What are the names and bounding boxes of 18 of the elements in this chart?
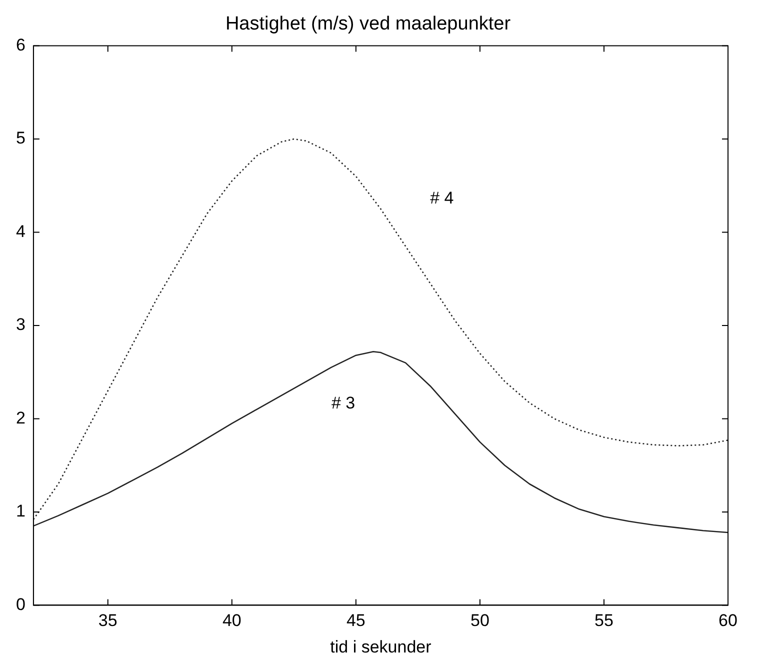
y-tick-label: 5: [16, 128, 26, 148]
y-tick-label: 0: [16, 594, 26, 614]
y-tick-label: 2: [16, 408, 26, 428]
x-tick-label: 50: [470, 611, 490, 630]
x-tick-label: 40: [222, 611, 242, 630]
chart-title: Hastighet (m/s) ved maalepunkter: [225, 14, 512, 35]
x-tick-label: 60: [718, 611, 738, 630]
x-axis-title: tid i sekunder: [330, 637, 432, 656]
x-tick-label: 35: [98, 611, 118, 630]
text: # 4: [430, 188, 454, 208]
x-tick-label: 55: [594, 611, 614, 630]
x-tick-label: 45: [346, 611, 366, 630]
y-tick-label: 3: [16, 315, 26, 334]
line-series: [33, 138, 728, 520]
y-tick-label: 1: [16, 502, 26, 521]
y-tick-label: 6: [16, 35, 26, 54]
series-label: # 3: [331, 393, 356, 412]
y-tick-label: 4: [16, 222, 26, 241]
